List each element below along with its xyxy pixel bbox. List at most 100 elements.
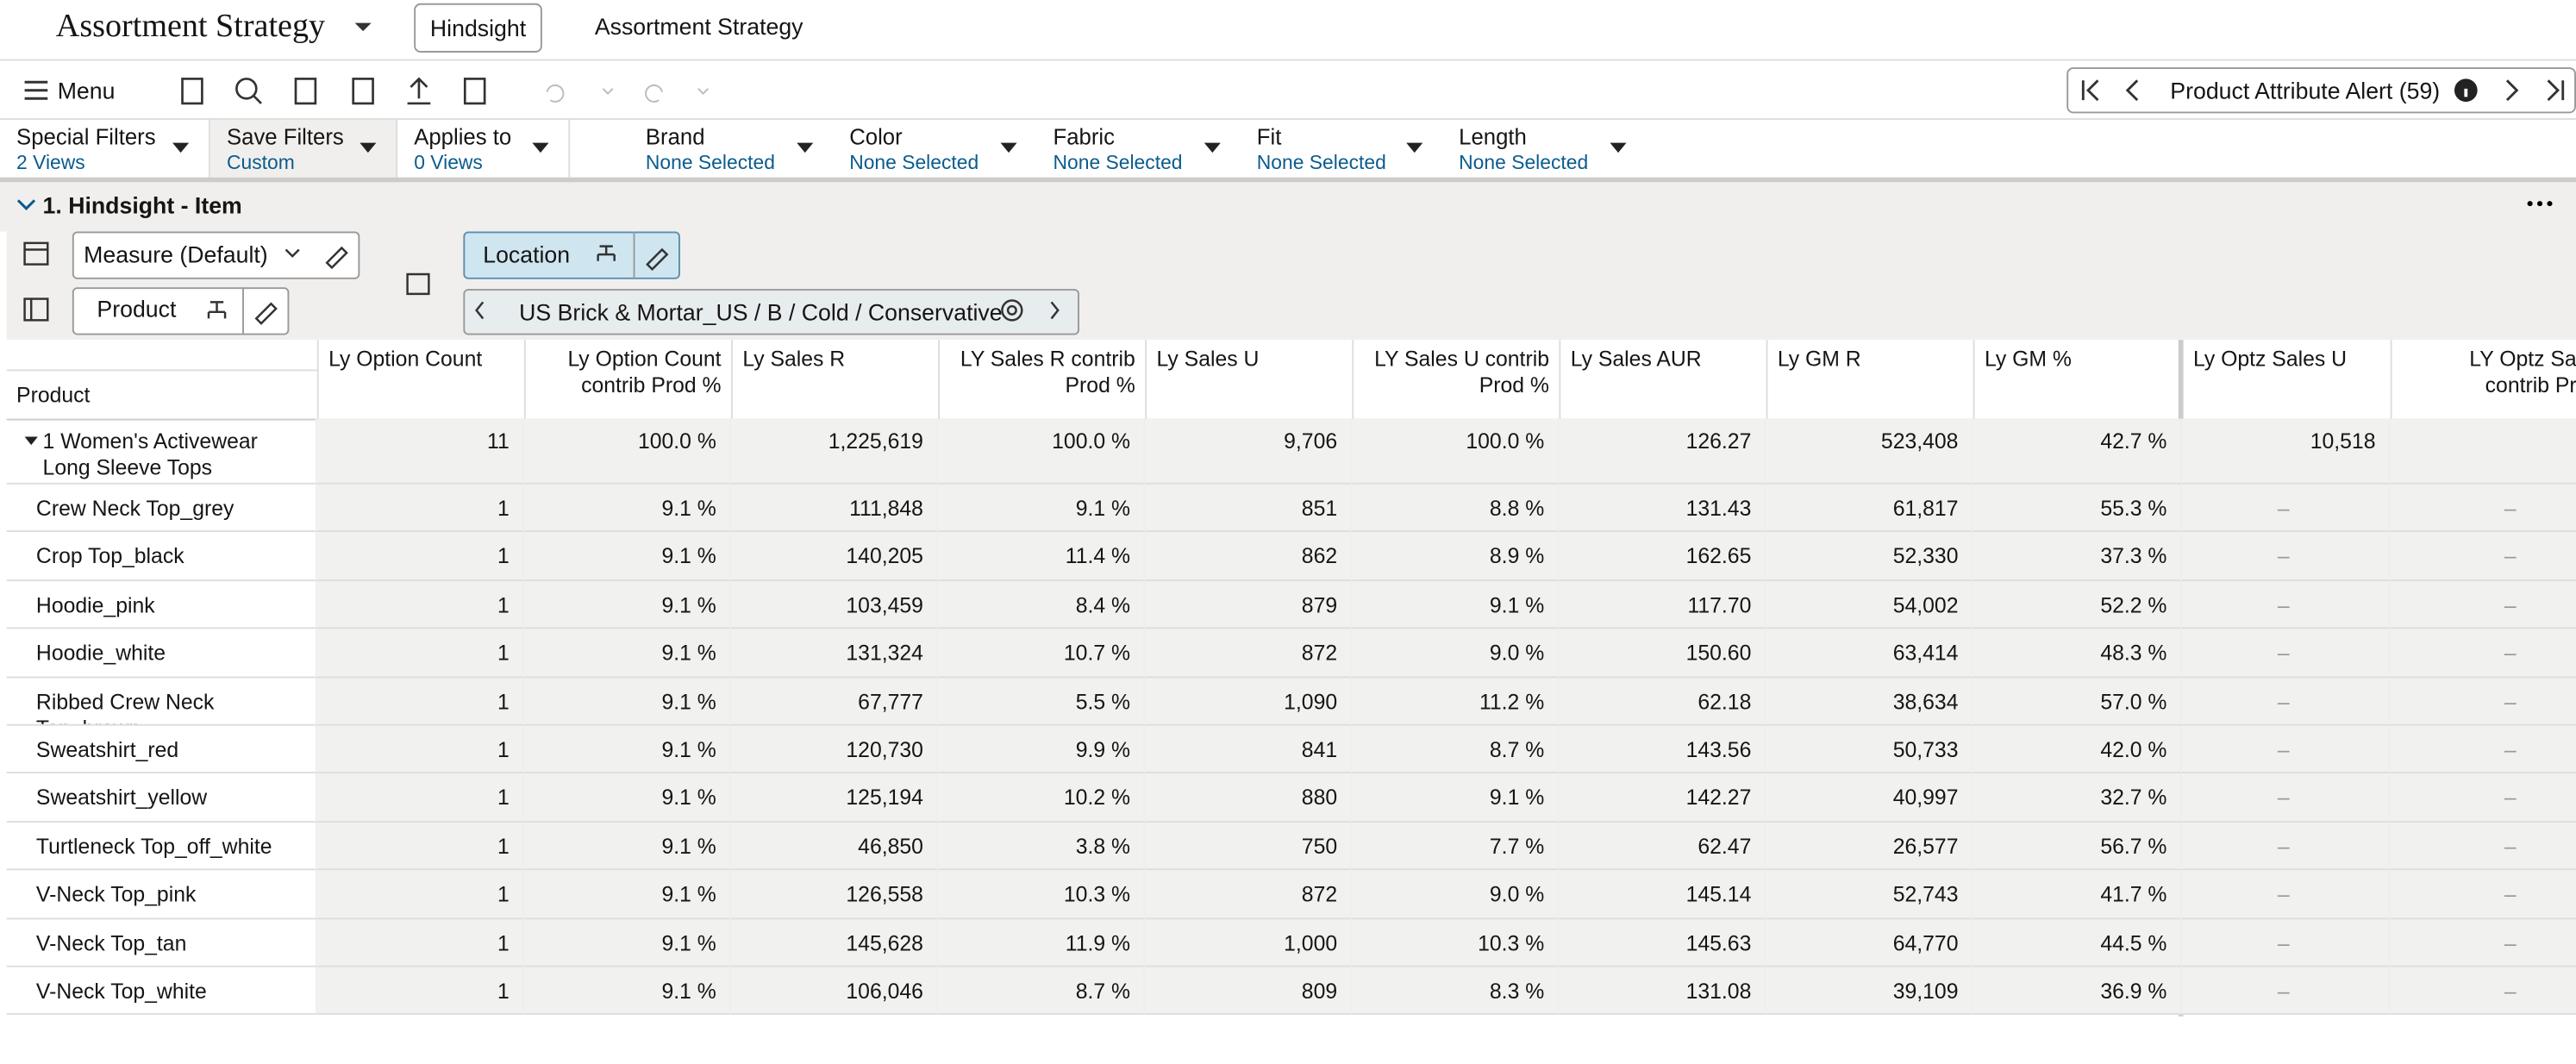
row-label: V-Neck Top_white	[6, 967, 317, 1016]
toolbar	[0, 62, 2576, 121]
cell: 126.27	[1559, 418, 1766, 485]
row-label: V-Neck Top_pink	[6, 870, 317, 919]
filter-value[interactable]: None Selected	[1459, 151, 1589, 174]
filter-label[interactable]: Save Filters	[226, 124, 344, 150]
cell: 9.1 %	[523, 484, 731, 533]
product-label[interactable]: Product	[97, 295, 177, 322]
layout-controls[interactable]	[0, 230, 1150, 345]
cell: 9.1 %	[1352, 580, 1560, 629]
alert-label[interactable]: Product Attribute Alert (59)	[2170, 77, 2441, 103]
collapse-icon[interactable]	[16, 197, 36, 214]
location-path[interactable]: US Brick & Mortar_US / B / Cold / Conser…	[519, 298, 1003, 326]
cell: 26,577	[1766, 822, 1973, 871]
filter-value[interactable]: None Selected	[1256, 151, 1386, 174]
measure-box[interactable]	[72, 231, 360, 279]
filter-value[interactable]: 0 Views	[414, 151, 483, 174]
row-label: Crop Top_black	[6, 532, 317, 581]
cell: 140,205	[730, 532, 939, 581]
filter[interactable]	[0, 120, 210, 178]
cell: 750	[1145, 822, 1353, 871]
column-header: LY Sales U contrib Prod %	[1352, 340, 1559, 419]
filter-caret[interactable]	[797, 142, 814, 153]
filter-value[interactable]: Custom	[226, 151, 295, 174]
divider	[0, 177, 2576, 183]
location-path-box[interactable]	[463, 289, 1079, 335]
row-label: Sweatshirt_yellow	[6, 773, 317, 823]
cell: –	[2181, 532, 2391, 581]
cell: 1	[316, 870, 524, 919]
cell: 63,414	[1766, 629, 1973, 678]
filter-value[interactable]: None Selected	[1053, 151, 1183, 174]
filter-caret[interactable]	[172, 142, 190, 153]
cell: 809	[1145, 967, 1353, 1016]
cell: 872	[1145, 870, 1353, 919]
cell: –	[2181, 918, 2391, 967]
cell	[2390, 418, 2576, 485]
cell: 57.0 %	[1973, 677, 2182, 726]
cell: 1	[316, 580, 524, 629]
title-caret[interactable]	[353, 20, 373, 36]
cell: 9.1 %	[523, 870, 731, 919]
cell: 32.7 %	[1973, 773, 2182, 823]
filter-caret[interactable]	[1204, 142, 1221, 153]
cell: 10,518	[2181, 418, 2391, 485]
filter-label[interactable]: Length	[1459, 124, 1527, 150]
filter-value[interactable]: None Selected	[645, 151, 775, 174]
more-icon[interactable]	[2525, 197, 2554, 210]
cell: –	[2390, 725, 2576, 774]
filter-value[interactable]: None Selected	[849, 151, 979, 174]
filter-caret[interactable]	[532, 142, 549, 153]
header-row	[6, 340, 2576, 421]
filter-label[interactable]: Brand	[645, 124, 705, 150]
cell: 8.9 %	[1352, 532, 1560, 581]
cell: –	[2390, 918, 2576, 967]
cell: 42.7 %	[1973, 418, 2182, 485]
cell: 10.3 %	[938, 870, 1146, 919]
filter[interactable]	[397, 120, 571, 178]
product-box[interactable]	[72, 287, 290, 335]
filter-label[interactable]: Fabric	[1053, 124, 1115, 150]
row-label: Hoodie_pink	[6, 580, 317, 629]
alert-nav-icons[interactable]	[2073, 76, 2567, 105]
filter-label[interactable]: Applies to	[414, 124, 512, 150]
cell: 52.2 %	[1973, 580, 2182, 629]
cell: 1,225,619	[730, 418, 939, 485]
tab[interactable]: Hindsight	[414, 3, 542, 53]
cell: –	[2390, 580, 2576, 629]
cell: 9.0 %	[1352, 629, 1560, 678]
expand-icon[interactable]	[24, 436, 38, 446]
column-header: Ly Option Count	[316, 340, 524, 419]
cell: 11.9 %	[938, 918, 1146, 967]
cell: 62.18	[1559, 677, 1766, 726]
filter-label[interactable]: Special Filters	[16, 124, 156, 150]
filter-caret[interactable]	[1406, 142, 1423, 153]
filter-value[interactable]: 2 Views	[16, 151, 85, 174]
tab[interactable]: Assortment Strategy	[594, 13, 803, 40]
cell: –	[2390, 677, 2576, 726]
cell: 62.47	[1559, 822, 1766, 871]
filter-caret[interactable]	[360, 142, 377, 153]
cell: –	[2181, 629, 2391, 678]
cell: –	[2181, 967, 2391, 1016]
cell: –	[2181, 773, 2391, 823]
cell: 61,817	[1766, 484, 1973, 533]
filter-label[interactable]: Fit	[1256, 124, 1282, 150]
app-title[interactable]: Assortment Strategy	[55, 8, 326, 45]
cell: 103,459	[730, 580, 939, 629]
filter-caret[interactable]	[1610, 142, 1627, 153]
cell: 145,628	[730, 918, 939, 967]
column-header: Ly Sales AUR	[1559, 340, 1766, 419]
filter-label[interactable]: Color	[849, 124, 903, 150]
measure-label[interactable]: Measure (Default)	[84, 241, 268, 268]
cell: 8.7 %	[938, 967, 1146, 1016]
location-label[interactable]: Location	[483, 241, 571, 268]
toolbar-icons[interactable]	[172, 72, 731, 112]
cell: 46,850	[730, 822, 939, 871]
cell: 111,848	[730, 484, 939, 533]
cell: 9.1 %	[523, 918, 731, 967]
location-box[interactable]	[463, 231, 680, 279]
menu-button[interactable]: Menu	[57, 77, 116, 103]
menu-icon[interactable]	[23, 78, 49, 102]
filter-caret[interactable]	[1000, 142, 1017, 153]
cell: 67,777	[730, 677, 939, 726]
